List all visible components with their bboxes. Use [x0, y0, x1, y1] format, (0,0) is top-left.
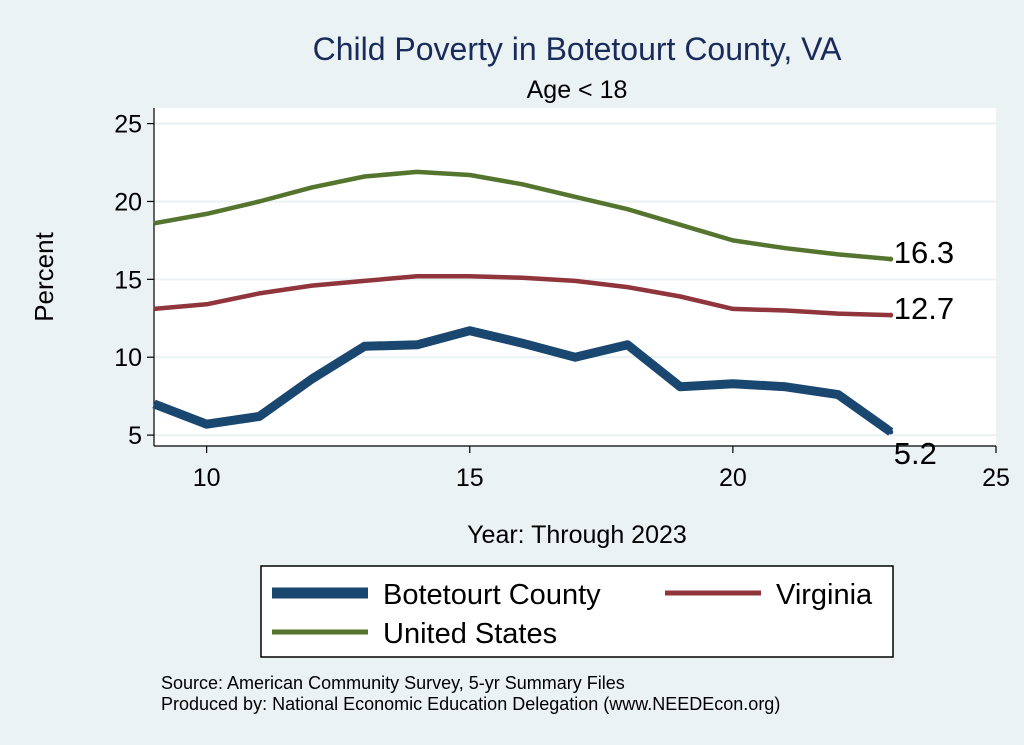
end-value-label-us: 16.3 [894, 235, 954, 270]
plot-area [154, 108, 996, 446]
x-tick-label: 20 [719, 464, 747, 492]
producer-note: Produced by: National Economic Education… [161, 694, 780, 714]
x-tick-label: 25 [982, 464, 1010, 492]
y-tick-label: 10 [114, 344, 142, 372]
chart-title: Child Poverty in Botetourt County, VA [313, 31, 843, 67]
legend: Botetourt County Virginia United States [260, 565, 894, 658]
endpoint-marker-botetourt [888, 429, 894, 435]
series-line-botetourt [152, 326, 894, 436]
legend-box [260, 565, 894, 658]
x-axis-title: Year: Through 2023 [467, 521, 687, 549]
end-value-label-virginia: 12.7 [894, 291, 954, 326]
y-axis: 5 10 15 20 25 [114, 108, 155, 450]
y-tick-label: 15 [114, 266, 142, 294]
x-tick-label: 10 [193, 464, 221, 492]
source-note: Source: American Community Survey, 5-yr … [161, 673, 625, 693]
x-axis: 10 15 20 25 [154, 445, 1010, 492]
y-axis-title: Percent [29, 231, 59, 321]
end-value-label-botetourt: 5.2 [894, 436, 937, 471]
x-tick-label: 15 [456, 464, 484, 492]
series-line-us [153, 169, 891, 262]
series-layer: 16.3 12.7 5.2 [152, 169, 954, 471]
legend-label-botetourt: Botetourt County [383, 579, 601, 611]
chart-subtitle: Age < 18 [527, 76, 628, 104]
legend-label-virginia: Virginia [776, 579, 873, 611]
y-tick-label: 25 [114, 111, 142, 139]
y-tick-label: 5 [128, 422, 142, 450]
endpoint-marker-virginia [888, 312, 894, 318]
series-line-virginia [153, 273, 891, 318]
legend-label-us: United States [383, 618, 557, 650]
y-tick-label: 20 [114, 188, 142, 216]
endpoint-marker-us [888, 256, 894, 262]
